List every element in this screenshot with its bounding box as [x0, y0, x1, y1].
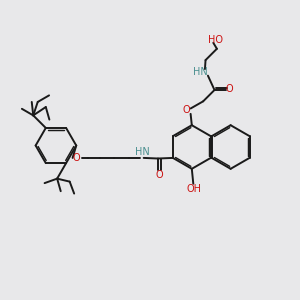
Text: O: O [73, 153, 80, 163]
Text: O: O [155, 169, 163, 180]
Text: HN: HN [135, 147, 149, 157]
Text: HO: HO [208, 35, 223, 45]
Text: OH: OH [187, 184, 202, 194]
Text: O: O [226, 84, 233, 94]
Text: O: O [183, 105, 190, 115]
Text: HN: HN [193, 67, 208, 77]
